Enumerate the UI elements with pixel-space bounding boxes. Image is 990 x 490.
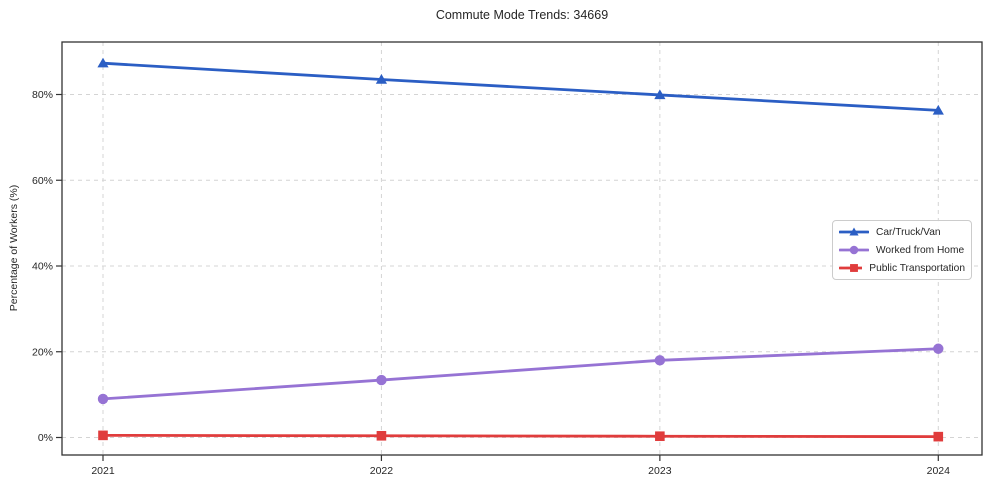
series-car-truck-van-triangle-marker [654,89,666,100]
legend-item-public-transportation: Public Transportation [839,259,965,277]
legend: Car/Truck/Van Worked from Home Public Tran… [832,220,972,280]
legend-public-transportation-square-marker [850,264,858,272]
series-car-truck-van-triangle-marker [932,104,944,115]
series-car-truck-van-triangle-marker [97,57,109,68]
y-tick-label: 40% [32,261,53,273]
chart-title: Commute Mode Trends: 34669 [435,8,609,22]
plot-border [61,41,983,456]
x-tick-label: 2023 [648,465,672,477]
legend-label-car-truck-van: Car/Truck/Van [876,226,941,238]
series-line-public-transportation [101,433,940,439]
legend-item-worked-from-home: Worked from Home [839,241,965,259]
legend-sample-car-truck-van [839,227,869,236]
series-worked-from-home-circle-marker [933,343,944,354]
series-line-worked-from-home [101,347,940,401]
series-public-transportation-square-marker [376,430,387,441]
legend-label-worked-from-home: Worked from Home [876,244,965,256]
legend-item-car-truck-van: Car/Truck/Van [839,223,965,241]
series-worked-from-home-circle-marker [654,355,666,366]
legend-worked-from-home-circle-marker [849,245,859,255]
x-tick-label: 2021 [91,465,115,477]
legend-car-truck-van-triangle-marker [849,227,859,236]
series-public-transportation-square-marker [98,430,108,441]
y-tick-label: 80% [32,89,53,101]
series-car-truck-van-triangle-marker [375,73,388,84]
series-line-car-truck-van [101,61,940,112]
legend-sample-public-transportation [839,264,863,272]
series-public-transportation-square-marker [933,431,944,442]
legend-label-public-transportation: Public Transportation [869,262,965,274]
x-tick-label: 2024 [927,465,951,477]
series-public-transportation-square-marker [655,431,665,442]
series-worked-from-home-circle-marker [376,374,387,386]
y-tick-label: 60% [32,175,53,187]
series-worked-from-home-circle-marker [97,393,109,405]
y-tick-label: 0% [38,432,53,444]
y-tick-label: 20% [32,346,53,358]
legend-sample-worked-from-home [839,245,869,255]
x-tick-label: 2022 [370,465,394,477]
